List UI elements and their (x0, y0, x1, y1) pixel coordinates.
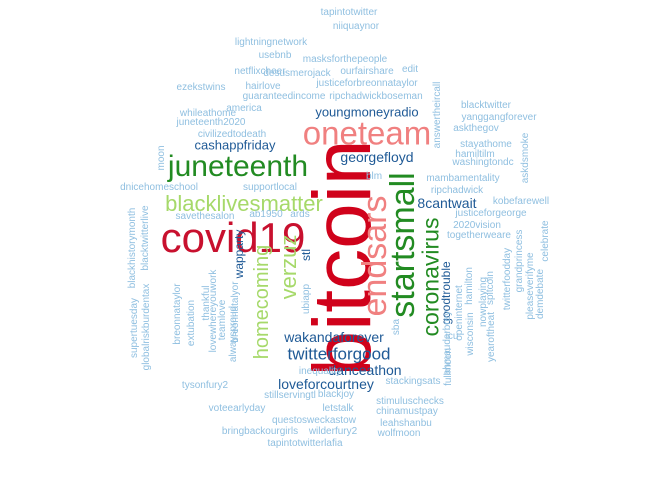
word-letstalk: letstalk (322, 403, 354, 414)
word-ripchadwickboseman: ripchadwickboseman (329, 91, 423, 102)
word-ezekstwins: ezekstwins (176, 82, 226, 93)
word-questosweckastow: questosweckastow (272, 415, 356, 426)
word-ripchadwick: ripchadwick (430, 185, 484, 196)
word-desusmerojack: desusmerojack (263, 68, 331, 79)
word-juneteenth: juneteenth (167, 150, 309, 183)
word-america: america (226, 103, 262, 114)
word-wisconsin: wisconsin (465, 312, 476, 356)
word-breonnataylor: breonnataylor (172, 283, 183, 345)
word-stackingsats: stackingsats (385, 376, 441, 387)
word-2020vision: 2020vision (453, 220, 501, 231)
word-georgefloyd: georgefloyd (340, 149, 414, 165)
word-kobefarewell: kobefarewell (492, 196, 550, 207)
word-verzuz: verzuz (276, 234, 301, 300)
word-blackhistorymonth: blackhistorymonth (127, 207, 138, 289)
word-extubation: extubation (186, 299, 197, 347)
word-cashappfriday: cashappfriday (194, 137, 276, 153)
word-stillservingtl: stillservingtl (264, 390, 316, 401)
word-covid19: covid19 (160, 214, 306, 261)
word-homecoming: homecoming (251, 244, 273, 360)
word-tysonfury2: tysonfury2 (181, 380, 229, 391)
word-tapintotwitter: tapintotwitter (320, 7, 378, 18)
word-wolfmoon: wolfmoon (377, 428, 421, 439)
word-voteearlyday: voteearlyday (208, 403, 266, 414)
word-washingtondc: washingtondc (452, 157, 514, 168)
word-juneteenth2020: juneteenth2020 (176, 117, 246, 128)
word-edit: edit (401, 64, 419, 75)
word-sba: sba (391, 318, 402, 336)
word-blacklivesmatter: blacklivesmatter (165, 191, 323, 216)
word-leahshanbu: leahshanbu (380, 418, 432, 429)
word-lightningnetwork: lightningnetwork (234, 37, 308, 48)
word-supportlocal: supportlocal (243, 182, 297, 193)
word-savethesalon: savethesalon (175, 211, 235, 222)
word-yanggangforever: yanggangforever (461, 112, 537, 123)
word-danceathon: danceathon (328, 362, 402, 378)
word-endsars: endsars (356, 195, 394, 317)
word-celebrate: celebrate (540, 220, 551, 262)
word-chinamustpay: chinamustpay (376, 406, 438, 417)
word-masksforthepeople: masksforthepeople (302, 54, 388, 65)
word-blacktwitterlive: blacktwitterlive (140, 205, 151, 271)
word-yearoftheat: yearoftheat (486, 311, 497, 363)
word-twitterfoodday: twitterfoodday (502, 247, 513, 311)
word-wapparty: wapparty (232, 229, 246, 279)
word-inequality: inequality (298, 366, 342, 377)
word-ab1950: ab1950 (249, 209, 283, 220)
word-demdebate: demdebate (535, 268, 546, 320)
word-askthegov: askthegov (453, 123, 499, 134)
word-icu: icu (445, 331, 459, 342)
word-wakandaforever: wakandaforever (284, 329, 384, 345)
word-grandprincess: grandprincess (514, 229, 525, 293)
word-stimuluschecks: stimuluschecks (376, 396, 444, 407)
word-whileathome: whileathome (179, 108, 237, 119)
word-twitterforgood: twitterforgood (287, 344, 391, 364)
word-blackjoy: blackjoy (317, 389, 355, 400)
word-guaranteedincome: guaranteedincome (242, 91, 326, 102)
word-wilderfury2: wilderfury2 (308, 426, 358, 437)
word-moon: moon (156, 145, 167, 171)
word-mambamentality: mambamentality (426, 173, 500, 184)
word-togetherweare: togetherweare (447, 230, 511, 241)
word-dnicehomeschool: dnicehomeschool (120, 182, 198, 193)
word-fullmoon: fullmoon (443, 348, 454, 386)
word-justiceforgeorge: justiceforgeorge (455, 208, 527, 219)
word-askdsmoke: askdsmoke (520, 132, 531, 184)
word-alwaysproud: alwaysproud (228, 305, 239, 363)
word-blacktwitter: blacktwitter (460, 100, 512, 111)
word-hamiltilm: hamiltilm (455, 149, 495, 160)
word-tapintotwitterlafia: tapintotwitterlafia (267, 438, 343, 449)
word-ourfairshare: ourfairshare (340, 66, 394, 77)
word-usebnb: usebnb (258, 50, 292, 61)
word-blm: blm (365, 171, 383, 182)
word-netflixcheer: netflixcheer (234, 66, 286, 77)
word-8cantwait: 8cantwait (417, 195, 477, 211)
word-hairlove: hairlove (245, 81, 281, 92)
word-hamilton: hamilton (464, 267, 475, 305)
word-answertheircall: answertheircall (432, 81, 443, 149)
word-ubiapp: ubiapp (301, 283, 312, 315)
word-ards: ards (290, 209, 310, 220)
word-teamlove: teamlove (217, 299, 228, 341)
word-loveforcourtney: loveforcourtney (278, 376, 374, 392)
word-stayathome: stayathome (460, 139, 512, 150)
word-supertuesday: supertuesday (129, 297, 140, 359)
word-niiquaynor: niiquaynor (332, 21, 380, 32)
word-bringbackourgirls: bringbackourgirls (221, 426, 299, 437)
word-youngmoneyradio: youngmoneyradio (315, 104, 419, 120)
word-stl: stl (299, 249, 313, 261)
word-globalriskburdentax: globalriskburdentax (141, 283, 152, 371)
word-justiceforbreonnataylor: justiceforbreonnataylor (316, 78, 418, 89)
word-oneteam: oneteam (302, 114, 432, 152)
word-civilizedtodeath: civilizedtodeath (197, 129, 267, 140)
